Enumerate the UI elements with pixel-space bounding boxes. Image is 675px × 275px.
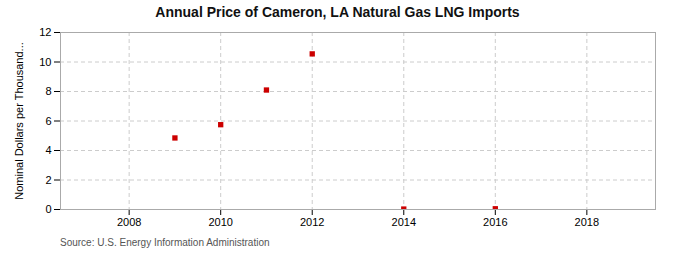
svg-text:2018: 2018 <box>575 216 599 228</box>
svg-text:12: 12 <box>39 26 51 38</box>
svg-text:10: 10 <box>39 56 51 68</box>
svg-text:2010: 2010 <box>208 216 232 228</box>
svg-text:0: 0 <box>45 203 51 215</box>
svg-text:6: 6 <box>45 115 51 127</box>
svg-text:2012: 2012 <box>300 216 324 228</box>
svg-text:2014: 2014 <box>392 216 416 228</box>
svg-text:Nominal Dollars per Thousand..: Nominal Dollars per Thousand... <box>13 42 25 200</box>
svg-text:2016: 2016 <box>483 216 507 228</box>
html-text:Annual Price of Cameron, LA Na: Annual Price of Cameron, LA Natural Gas … <box>155 4 520 20</box>
svg-text:2: 2 <box>45 174 51 186</box>
html-text:Source: U.S. Energy Informatio: Source: U.S. Energy Information Administ… <box>60 237 270 248</box>
svg-text:4: 4 <box>45 144 51 156</box>
svg-text:2008: 2008 <box>117 216 141 228</box>
svg-text:8: 8 <box>45 85 51 97</box>
